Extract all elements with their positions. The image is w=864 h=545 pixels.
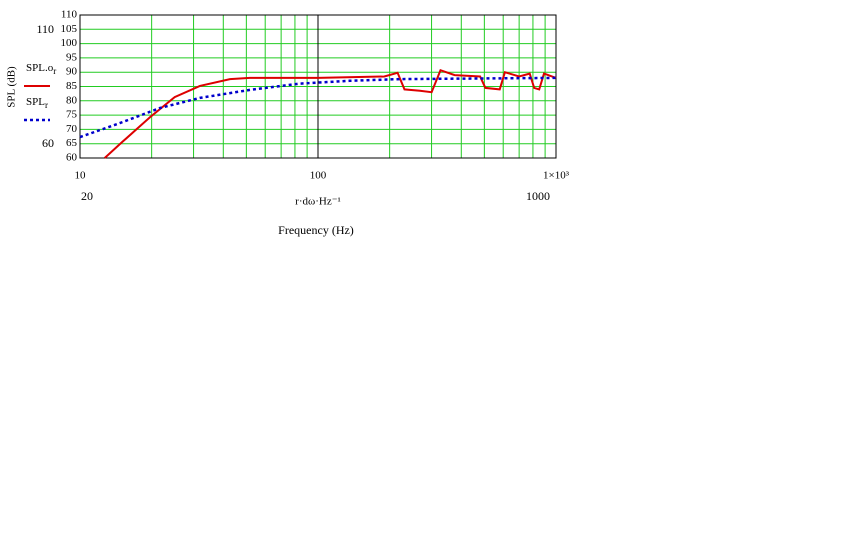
- x-tick-label: 100: [310, 170, 327, 182]
- axis-limit-label: 110: [36, 22, 54, 36]
- series-line: [104, 68, 557, 159]
- y-tick-label: 70: [66, 123, 78, 135]
- legend-label: SPL.or: [26, 62, 56, 77]
- legend-name: SPL.o: [26, 62, 54, 74]
- y-tick-label: 80: [66, 94, 78, 106]
- axis-limit-label: 20: [81, 189, 93, 203]
- y-tick-label: 110: [61, 9, 78, 21]
- legend-sub: r: [53, 66, 56, 76]
- y-tick-label: 65: [66, 137, 78, 149]
- y-tick-label: 90: [66, 66, 78, 78]
- x-tick-label: 1×10³: [543, 170, 570, 182]
- y-tick-label: 105: [61, 23, 78, 35]
- x-tick-label: 10: [75, 170, 87, 182]
- y-tick-label: 75: [66, 109, 78, 121]
- x-axis-label: r·dω·Hz⁻¹: [295, 196, 341, 208]
- axis-limit-label: 60: [42, 136, 54, 150]
- legend-sub: r: [45, 100, 48, 110]
- y-tick-label: 100: [61, 37, 78, 49]
- x-axis-title: Frequency (Hz): [278, 223, 354, 237]
- plot-frame: [79, 14, 557, 159]
- legend-name: SPL: [26, 96, 45, 108]
- y-tick-label: 95: [66, 51, 78, 63]
- y-axis-label: SPL (dB): [6, 66, 18, 108]
- legend-label: SPLr: [26, 96, 48, 111]
- y-tick-label: 60: [66, 152, 78, 164]
- series-line: [79, 76, 557, 139]
- axis-limit-label: 1000: [526, 189, 550, 203]
- y-tick-label: 85: [66, 80, 78, 92]
